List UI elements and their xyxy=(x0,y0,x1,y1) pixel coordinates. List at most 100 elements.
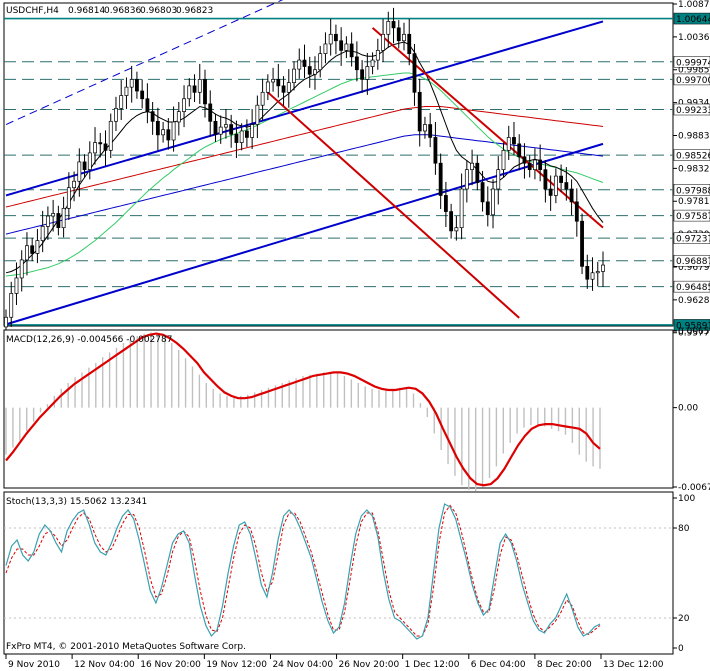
candle xyxy=(386,11,391,48)
candle-body xyxy=(307,66,312,75)
candle-body xyxy=(522,156,527,164)
candle xyxy=(82,154,87,178)
candle xyxy=(276,63,281,98)
candle-body xyxy=(543,169,548,190)
candle-body xyxy=(517,143,522,158)
candle xyxy=(281,76,286,106)
candle-body xyxy=(203,79,207,105)
candle-body xyxy=(135,79,139,92)
price-y-tick-label: 0.95770 xyxy=(678,329,710,339)
candle-body xyxy=(51,213,56,217)
candle-body xyxy=(313,69,317,75)
candle-body xyxy=(459,188,464,229)
candle xyxy=(25,232,29,276)
candle xyxy=(14,262,19,306)
candle-body xyxy=(527,162,532,171)
candle-body xyxy=(56,213,61,229)
price-level-tag-label: 0.99700 xyxy=(676,76,710,86)
candle xyxy=(375,38,380,70)
candle xyxy=(66,172,71,220)
candle-body xyxy=(19,259,24,279)
stoch-panel-frame xyxy=(3,491,674,655)
candle-body xyxy=(187,85,192,100)
candle xyxy=(114,96,118,131)
candle-body xyxy=(396,27,401,42)
candle-body xyxy=(108,120,113,151)
candle-body xyxy=(119,95,124,109)
candle xyxy=(187,78,192,107)
candle-body xyxy=(564,182,569,190)
candle xyxy=(307,56,312,88)
candle xyxy=(517,134,522,171)
candle xyxy=(349,32,354,67)
price-tags: 1.00644 0.99974 0.99700 0.99233 0.98526 0.979… xyxy=(673,12,710,331)
candle-body xyxy=(265,81,270,93)
candle xyxy=(396,20,401,49)
candle-body xyxy=(470,162,474,171)
candle xyxy=(569,179,574,216)
price-level-tag-box xyxy=(673,56,710,68)
x-axis-tick-label: 26 Nov 20:00 xyxy=(339,660,400,670)
candle xyxy=(87,141,92,180)
candle-body xyxy=(553,175,558,196)
channel-line xyxy=(371,27,604,229)
candle xyxy=(255,95,260,139)
candle xyxy=(171,106,176,152)
candle xyxy=(40,210,45,253)
price-level-tag-box xyxy=(673,280,710,293)
candle-body xyxy=(464,169,469,190)
candle xyxy=(438,153,443,209)
channel-line xyxy=(5,0,284,125)
candle-body xyxy=(360,69,365,80)
candle-body xyxy=(286,82,291,93)
candle-body xyxy=(35,240,40,254)
candle-body xyxy=(93,142,97,154)
candle-body xyxy=(244,130,249,138)
x-axis-tick-label: 24 Nov 04:00 xyxy=(272,660,333,670)
candle-body xyxy=(580,220,584,267)
candle-body xyxy=(449,211,454,232)
candle-body xyxy=(381,33,385,51)
candle xyxy=(286,69,291,108)
candle xyxy=(391,7,396,44)
candle xyxy=(124,77,129,110)
candle-body xyxy=(302,59,307,67)
candle-body xyxy=(271,79,275,83)
candle xyxy=(234,120,239,159)
x-axis-tick-label: 8 Dec 20:00 xyxy=(537,660,592,670)
candle xyxy=(166,118,171,150)
candle-body xyxy=(255,104,260,125)
price-level-tag-box xyxy=(673,103,710,116)
candle-body xyxy=(150,111,155,122)
candle-body xyxy=(501,149,506,171)
candle-body xyxy=(82,161,87,171)
candle xyxy=(244,119,249,148)
macd-title: MACD(12,26,9) -0.004566 -0.002787 xyxy=(6,335,172,345)
candle xyxy=(150,101,155,135)
price-level-tag-label: 0.97988 xyxy=(676,186,710,196)
candle-body xyxy=(197,79,202,93)
candle xyxy=(580,213,584,275)
candle xyxy=(449,203,454,239)
price-level-tag: 1.00644 xyxy=(673,12,710,25)
candle xyxy=(61,196,66,238)
macd-y-ticks: 0.00652 0.00 -0.00675 xyxy=(673,327,710,493)
candle-body xyxy=(297,59,302,70)
candle xyxy=(302,44,307,79)
candle-body xyxy=(166,129,171,141)
candle xyxy=(354,41,359,82)
candle xyxy=(119,80,124,121)
candle-body xyxy=(30,245,35,254)
macd-y-tick-label: 0.00 xyxy=(678,404,698,414)
candle-body xyxy=(417,91,422,132)
candle xyxy=(402,22,406,51)
candle-body xyxy=(433,137,438,164)
candle-body xyxy=(161,129,166,136)
candle xyxy=(574,188,579,237)
candle xyxy=(501,142,506,178)
